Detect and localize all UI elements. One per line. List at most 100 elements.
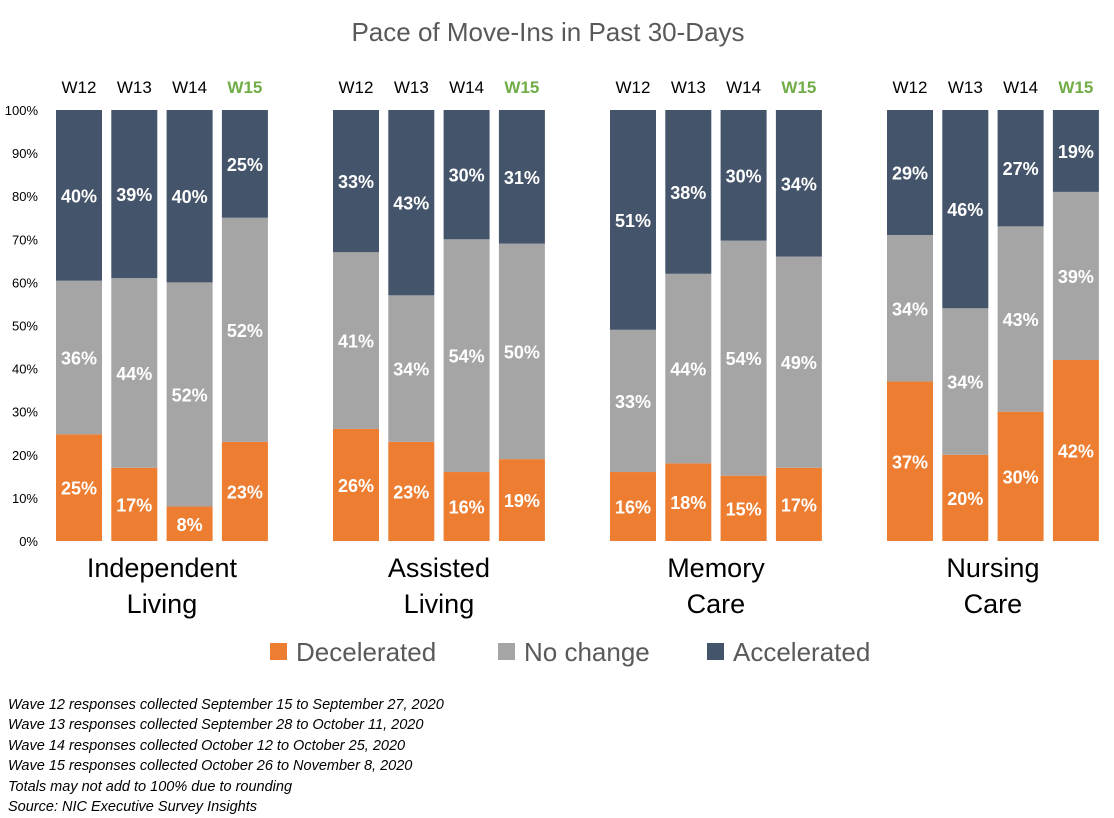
- bar-segment-decelerated: [111, 467, 158, 541]
- bar-segment-no-change: [610, 329, 656, 473]
- bar-segment-accelerated: [610, 110, 656, 330]
- bar-segment-no-change: [887, 234, 933, 382]
- data-label: 50%: [504, 342, 540, 362]
- data-label: 44%: [116, 364, 152, 384]
- footnote-source: Source: NIC Executive Survey Insights: [8, 799, 258, 816]
- group-label: Living: [404, 589, 475, 619]
- data-label: 40%: [172, 187, 208, 207]
- footnote-wave-15: Wave 15 responses collected October 26 t…: [8, 758, 413, 775]
- data-label: 43%: [393, 194, 429, 214]
- wave-label: W12: [62, 78, 97, 97]
- y-tick-label: 90%: [12, 146, 38, 161]
- bar-segment-decelerated: [942, 454, 989, 541]
- data-label: 8%: [177, 515, 203, 535]
- data-label: 25%: [227, 155, 263, 175]
- chart-title: Pace of Move-Ins in Past 30-Days: [351, 17, 744, 47]
- data-label: 38%: [670, 183, 706, 203]
- wave-label: W14: [449, 78, 484, 97]
- wave-label: W15: [504, 78, 539, 97]
- wave-label: W13: [948, 78, 983, 97]
- bar-segment-decelerated: [997, 411, 1044, 541]
- bar-segment-accelerated: [498, 110, 545, 244]
- data-label: 17%: [116, 495, 152, 515]
- data-label: 34%: [781, 174, 817, 194]
- footnote-wave-12: Wave 12 responses collected September 15…: [8, 697, 444, 713]
- legend-swatch-decelerated: [270, 643, 287, 660]
- bar-segment-accelerated: [997, 110, 1044, 227]
- bar-segment-no-change: [443, 239, 490, 473]
- y-tick-label: 40%: [12, 362, 38, 377]
- group-label: Memory: [667, 553, 765, 583]
- footnote-wave-14: Wave 14 responses collected October 12 t…: [8, 737, 406, 754]
- bar-segment-accelerated: [166, 110, 213, 283]
- bar-segment-decelerated: [887, 381, 933, 541]
- bar-segment-accelerated: [388, 110, 435, 296]
- wave-label: W14: [172, 78, 207, 97]
- bar-segment-decelerated: [1052, 359, 1099, 541]
- legend-swatch-no-change: [498, 643, 515, 660]
- bar-segment-decelerated: [720, 475, 767, 541]
- data-label: 15%: [726, 499, 762, 519]
- data-label: 33%: [338, 172, 374, 192]
- bar-segment-accelerated: [775, 110, 822, 257]
- wave-label: W15: [227, 78, 262, 97]
- wave-label: W15: [781, 78, 816, 97]
- bar-segment-decelerated: [775, 467, 822, 541]
- bar-segment-no-change: [1052, 191, 1099, 360]
- bar-segment-decelerated: [498, 459, 545, 541]
- data-label: 17%: [781, 495, 817, 515]
- group-label: Nursing: [946, 553, 1039, 583]
- wave-label: W14: [1003, 78, 1038, 97]
- data-label: 31%: [504, 168, 540, 188]
- wave-label: W12: [339, 78, 374, 97]
- bar-segment-accelerated: [665, 110, 712, 274]
- data-label: 23%: [227, 482, 263, 502]
- group-label: Living: [127, 589, 198, 619]
- legend-label: Accelerated: [733, 637, 870, 667]
- group-label: Care: [964, 589, 1023, 619]
- bar-segment-decelerated: [443, 472, 490, 541]
- data-label: 39%: [1058, 267, 1094, 287]
- bar-segment-accelerated: [221, 110, 268, 218]
- bar-segment-accelerated: [443, 110, 490, 240]
- data-label: 44%: [670, 360, 706, 380]
- bar-segment-decelerated: [388, 441, 435, 541]
- data-label: 51%: [615, 211, 651, 231]
- data-label: 16%: [449, 498, 485, 518]
- data-label: 23%: [393, 482, 429, 502]
- data-label: 36%: [61, 349, 97, 369]
- bar-segment-decelerated: [166, 506, 213, 541]
- bar-segment-no-change: [775, 256, 822, 468]
- data-label: 52%: [172, 385, 208, 405]
- wave-label: W13: [394, 78, 429, 97]
- data-label: 30%: [726, 166, 762, 186]
- bar-segment-no-change: [720, 240, 767, 476]
- bar-segment-no-change: [221, 217, 268, 442]
- footnote-wave-13: Wave 13 responses collected September 28…: [8, 717, 424, 734]
- y-tick-label: 10%: [12, 491, 38, 506]
- bar-segment-no-change: [56, 280, 102, 435]
- wave-label: W14: [726, 78, 761, 97]
- bar-segment-no-change: [111, 278, 158, 468]
- data-label: 27%: [1003, 159, 1039, 179]
- data-label: 54%: [449, 347, 485, 367]
- y-tick-label: 30%: [12, 405, 38, 420]
- data-label: 30%: [1003, 467, 1039, 487]
- y-tick-label: 100%: [5, 103, 39, 118]
- wave-label: W13: [117, 78, 152, 97]
- data-label: 34%: [892, 299, 928, 319]
- data-label: 18%: [670, 493, 706, 513]
- bar-segment-decelerated: [221, 441, 268, 541]
- data-label: 39%: [116, 185, 152, 205]
- y-tick-label: 80%: [12, 189, 38, 204]
- y-tick-label: 20%: [12, 448, 38, 463]
- bar-segment-no-change: [388, 295, 435, 442]
- footnote-rounding: Totals may not add to 100% due to roundi…: [8, 778, 293, 795]
- wave-label: W15: [1058, 78, 1093, 97]
- wave-label: W12: [616, 78, 651, 97]
- data-label: 20%: [947, 489, 983, 509]
- y-tick-label: 70%: [12, 232, 38, 247]
- data-label: 16%: [615, 498, 651, 518]
- footnotes: Wave 12 responses collected September 15…: [8, 695, 444, 817]
- data-label: 19%: [1058, 142, 1094, 162]
